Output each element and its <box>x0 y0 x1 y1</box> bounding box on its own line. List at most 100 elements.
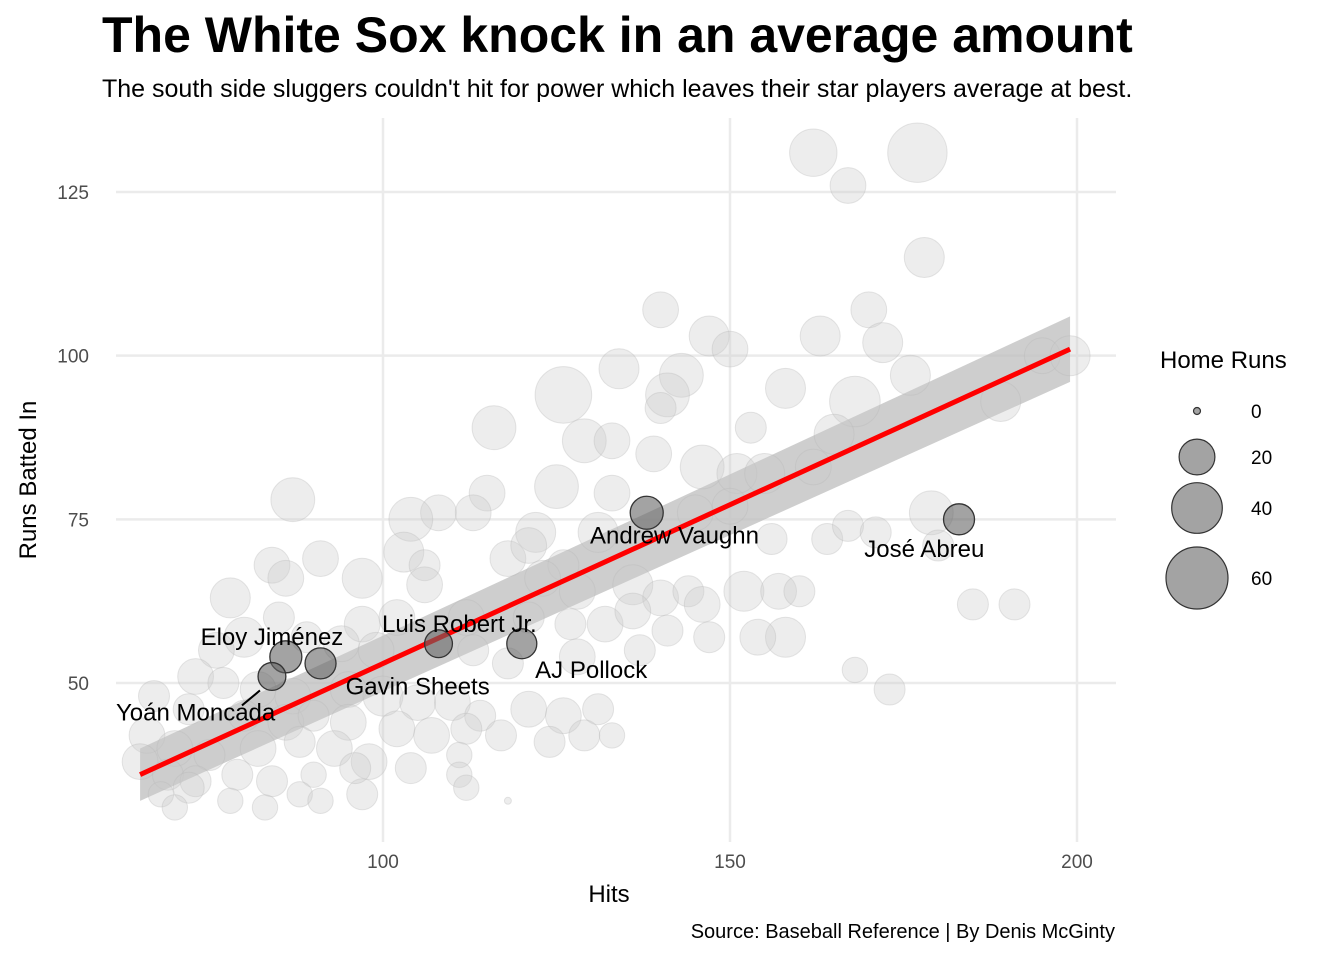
confidence-band <box>140 316 1071 801</box>
background-point <box>672 575 705 608</box>
highlighted-point <box>304 647 337 680</box>
background-point <box>723 570 765 612</box>
background-point <box>693 621 726 654</box>
background-point <box>577 511 619 553</box>
legend-key-label: 60 <box>1251 569 1272 590</box>
background-point <box>510 527 548 564</box>
background-point <box>172 771 205 804</box>
background-point <box>586 605 624 643</box>
background-point <box>862 322 904 364</box>
x-tick-label: 200 <box>1061 852 1093 873</box>
background-point <box>464 699 497 732</box>
background-point <box>198 631 235 669</box>
background-points <box>121 122 1091 821</box>
background-point <box>545 697 582 735</box>
background-point <box>388 496 434 542</box>
background-point <box>716 453 758 494</box>
player-label: Gavin Sheets <box>346 673 490 700</box>
background-point <box>446 761 473 788</box>
x-axis-title: Hits <box>588 881 629 908</box>
background-point <box>239 730 277 767</box>
y-tick-label: 50 <box>68 674 89 695</box>
background-point <box>510 690 548 728</box>
background-point <box>383 531 425 573</box>
confidence-band-area <box>140 316 1071 801</box>
chart-caption: Source: Baseball Reference | By Denis Mc… <box>690 921 1115 943</box>
background-point <box>688 315 730 357</box>
background-point <box>813 413 855 455</box>
legend-key-circle <box>1171 482 1223 534</box>
background-point <box>454 494 492 532</box>
background-point <box>378 710 416 748</box>
player-label: Eloy Jiménez <box>201 624 344 651</box>
background-point <box>270 477 316 523</box>
chart-subtitle: The south side sluggers couldn't hit for… <box>102 75 1133 103</box>
background-point <box>755 523 788 555</box>
y-tick-label: 75 <box>68 510 89 531</box>
axes: 100 150 200 50 75 100 125 Hits Runs Batted In <box>15 183 1093 908</box>
background-point <box>533 725 566 758</box>
background-point <box>177 658 215 695</box>
background-point <box>829 167 867 204</box>
background-point <box>593 422 631 460</box>
background-point <box>644 392 677 424</box>
background-point <box>346 778 379 811</box>
background-point <box>841 656 869 684</box>
background-point <box>485 719 517 752</box>
background-point <box>789 128 838 177</box>
background-point <box>283 725 316 758</box>
highlighted-point <box>423 629 454 659</box>
background-point <box>799 315 841 357</box>
background-point <box>286 781 313 808</box>
background-point <box>316 730 353 767</box>
background-point <box>593 474 631 512</box>
background-point <box>873 673 906 706</box>
background-point <box>859 516 892 549</box>
background-point <box>683 586 721 623</box>
background-point <box>765 616 806 658</box>
background-point <box>614 592 652 630</box>
background-point <box>290 621 323 654</box>
background-point <box>256 765 288 798</box>
player-label: Yoán Moncada <box>116 699 276 726</box>
background-point <box>850 291 888 329</box>
background-point <box>645 372 690 418</box>
background-point <box>450 712 483 745</box>
background-point <box>829 375 881 428</box>
background-point <box>378 599 416 636</box>
background-point <box>307 787 334 814</box>
background-point <box>922 529 955 562</box>
background-point <box>394 752 427 785</box>
background-point <box>760 572 797 610</box>
legend-key-circle <box>1165 546 1229 610</box>
legend-key-label: 20 <box>1251 448 1272 469</box>
background-point <box>783 575 816 608</box>
legend-title: Home Runs <box>1160 347 1287 374</box>
highlighted-point <box>257 661 287 692</box>
background-point <box>561 418 607 464</box>
background-point <box>598 348 640 390</box>
background-point <box>341 557 383 599</box>
background-point <box>534 366 593 424</box>
background-point <box>297 699 330 732</box>
background-point <box>956 588 989 621</box>
background-point <box>147 781 175 808</box>
regression-line <box>139 346 1072 777</box>
background-point <box>223 616 265 658</box>
highlighted-point <box>629 495 664 530</box>
background-point <box>350 743 388 780</box>
background-point <box>453 774 480 801</box>
legend-key-label: 40 <box>1251 499 1272 520</box>
background-point <box>642 579 679 617</box>
background-point <box>138 680 170 713</box>
background-point <box>207 667 240 699</box>
background-point <box>420 494 457 532</box>
chart-title: The White Sox knock in an average amount <box>102 7 1133 63</box>
background-point <box>659 352 704 398</box>
x-tick-label: 150 <box>714 852 746 873</box>
background-point <box>811 523 844 555</box>
background-point <box>998 588 1031 621</box>
background-point <box>471 405 517 451</box>
background-point <box>329 703 367 741</box>
highlighted-points <box>257 495 976 692</box>
